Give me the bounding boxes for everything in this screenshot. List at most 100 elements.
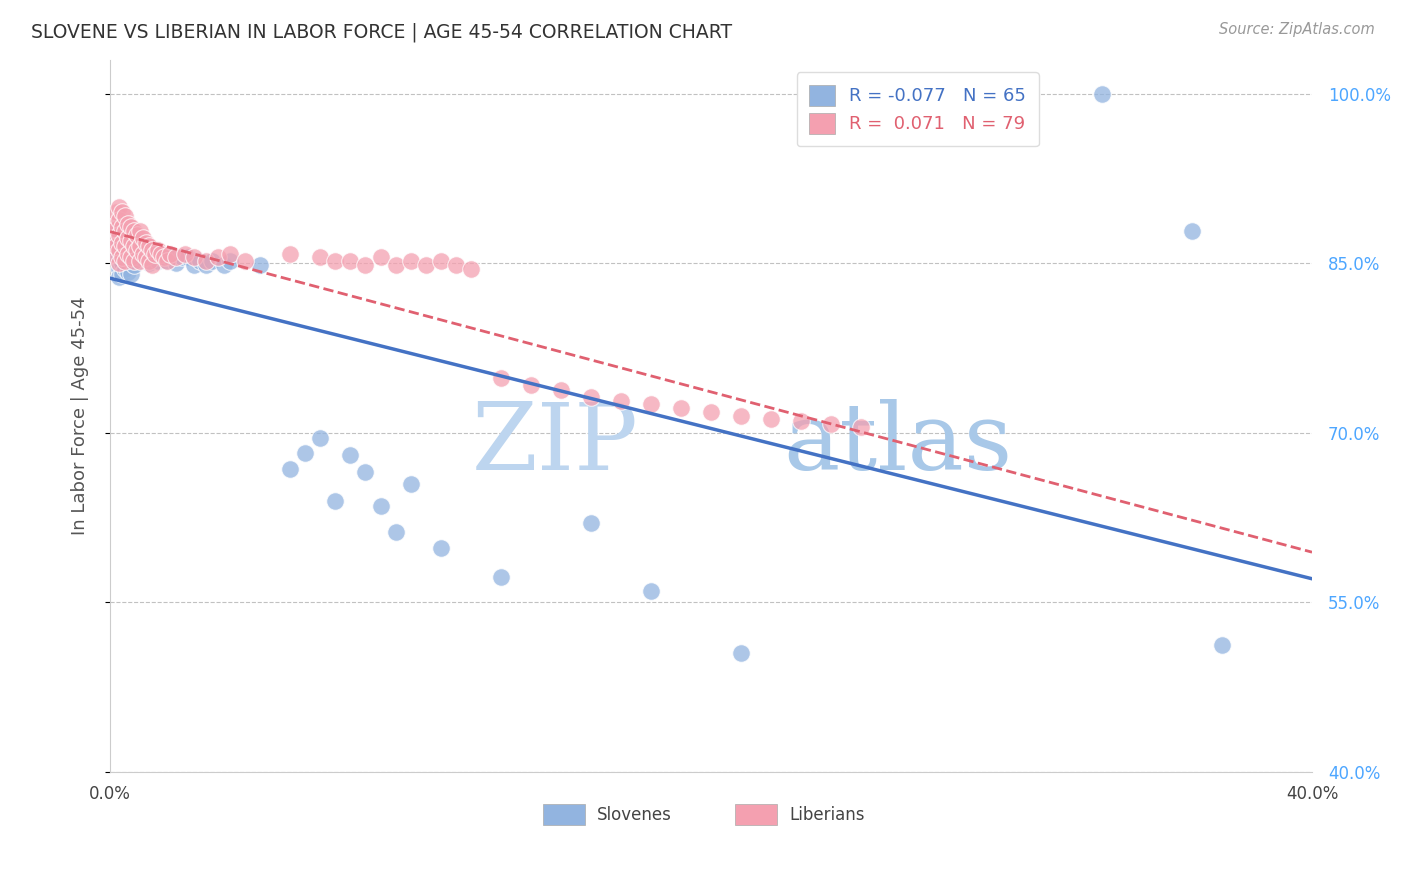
Point [159,251,181,265]
Point [114,224,136,238]
Point [141,243,163,257]
Y-axis label: In Labor Force | Age 45-54: In Labor Force | Age 45-54 [72,296,89,535]
Point [101,217,124,231]
Point [117,217,139,231]
Point [111,219,134,234]
Point [790,414,813,428]
Point [150,251,173,265]
Point [399,253,422,268]
Point [219,247,242,261]
Point [120,268,142,282]
Point [249,259,271,273]
Point [108,261,131,276]
Point [105,224,128,238]
Point [101,234,124,248]
Point [117,251,139,265]
Point [122,239,145,253]
Point [122,239,145,253]
Point [138,239,160,253]
Point [101,247,124,261]
Point [108,213,131,227]
Point [165,251,187,265]
Legend: R = -0.077   N = 65, R =  0.071   N = 79: R = -0.077 N = 65, R = 0.071 N = 79 [797,72,1039,146]
Point [370,251,392,265]
Point [159,247,181,261]
Point [429,253,451,268]
Point [108,227,131,242]
Point [183,259,205,273]
Point [177,251,200,265]
FancyBboxPatch shape [735,804,778,825]
Point [188,253,211,268]
Point [108,227,131,242]
Point [207,251,229,265]
Point [153,251,176,265]
Point [700,405,723,419]
Point [114,234,136,248]
Point [120,253,142,268]
Point [384,259,406,273]
Point [730,409,752,423]
Point [354,259,377,273]
Point [579,390,602,404]
Point [195,253,218,268]
Point [339,448,361,462]
Point [120,251,142,265]
Point [143,247,166,261]
Text: SLOVENE VS LIBERIAN IN LABOR FORCE | AGE 45-54 CORRELATION CHART: SLOVENE VS LIBERIAN IN LABOR FORCE | AGE… [31,22,733,42]
Point [195,259,218,273]
Point [108,235,131,250]
Point [105,239,128,253]
Point [354,466,377,480]
Point [122,259,145,273]
Point [429,541,451,555]
Point [114,239,136,253]
Point [640,397,662,411]
Point [399,476,422,491]
Point [146,253,169,268]
Point [108,200,131,214]
Point [172,251,194,265]
Point [132,247,155,261]
Point [129,253,152,268]
Point [309,251,332,265]
Point [851,420,873,434]
Point [519,378,541,392]
Point [143,243,166,257]
Point [1091,87,1114,101]
Point [1211,638,1233,652]
Text: Liberians: Liberians [789,805,865,823]
Point [129,239,152,253]
Point [550,383,572,397]
Point [280,462,302,476]
Point [127,227,149,242]
Point [339,253,361,268]
Point [489,371,512,385]
Point [105,239,128,253]
Point [325,253,347,268]
Point [460,261,482,276]
Point [114,261,136,276]
Point [138,253,160,268]
Point [108,251,131,265]
Text: Slovenes: Slovenes [598,805,672,823]
Point [325,493,347,508]
Point [101,247,124,261]
Point [384,525,406,540]
Point [117,231,139,245]
Point [309,431,332,445]
Point [233,253,256,268]
Point [101,231,124,245]
Point [280,247,302,261]
Point [415,259,437,273]
Point [579,516,602,531]
Point [146,243,169,257]
Point [111,268,134,282]
Point [111,251,134,265]
Point [759,412,782,426]
Point [120,234,142,248]
Point [120,243,142,257]
Point [129,224,152,238]
Point [105,205,128,219]
Point [111,231,134,245]
